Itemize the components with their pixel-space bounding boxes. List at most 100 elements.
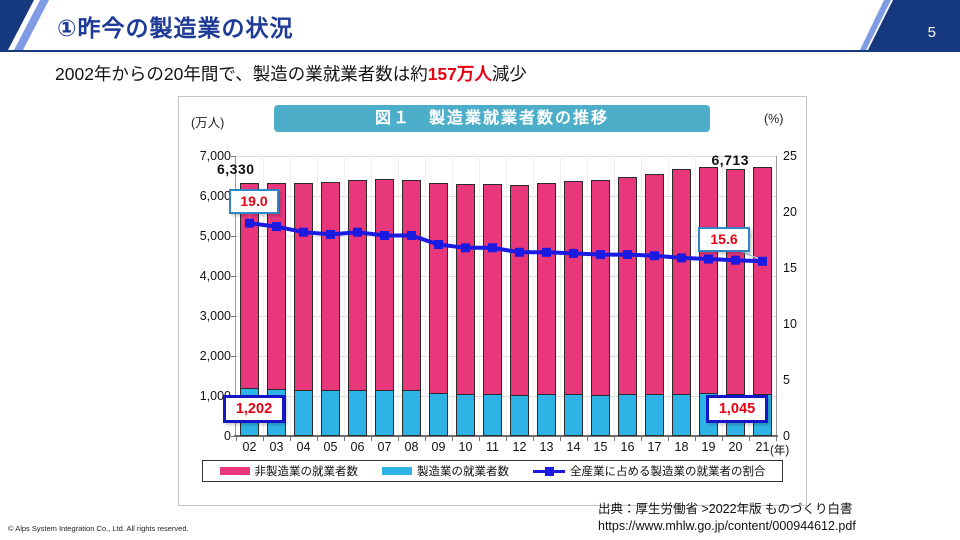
x-axis-tick-label: 08 (404, 440, 419, 454)
x-axis-tick-label: 02 (242, 440, 257, 454)
bar-segment-manufacturing (510, 394, 529, 436)
bar-segment-non-manufacturing (483, 184, 502, 395)
right-axis-unit: (%) (764, 112, 784, 126)
x-axis-tick-label: 12 (512, 440, 527, 454)
bar-segment-non-manufacturing (726, 168, 745, 395)
x-axis-tick (722, 437, 723, 441)
x-axis-tick (695, 437, 696, 441)
bar-segment-manufacturing (645, 393, 664, 436)
x-axis-tick-label: 05 (323, 440, 338, 454)
x-axis-tick (263, 437, 264, 441)
source-url-link[interactable]: https://www.mhlw.go.jp/content/000944612… (598, 518, 856, 533)
annotation-manufacturing-2002: 1,202 (223, 395, 285, 423)
bar-segment-non-manufacturing (672, 169, 691, 395)
x-axis-tick-label: 13 (539, 440, 554, 454)
x-axis-tick-label: 20 (728, 440, 743, 454)
x-axis-tick-label: 11 (486, 440, 499, 454)
subtitle: 2002年からの20年間で、製造の業就業者数は約157万人減少 (55, 61, 527, 86)
legend-bar-swatch (219, 467, 250, 475)
gridline-vertical (425, 156, 426, 436)
figure-1-chart: (万人) 図１ 製造業就業者数の推移 (%) 0 1,000 2,000 3,000 4… (178, 96, 807, 506)
x-axis-tick-label: 16 (620, 440, 635, 454)
legend-marker (545, 466, 554, 476)
bar-segment-manufacturing (456, 393, 475, 436)
subtitle-prefix: 2002年からの20年間で、製造の業就業者数は約 (55, 64, 428, 84)
left-axis-line (235, 156, 236, 437)
x-axis-tick (452, 437, 453, 441)
x-axis-tick (668, 437, 669, 441)
gridline-vertical (749, 156, 750, 436)
left-axis-tick-label: 5,000 (199, 229, 231, 243)
x-axis-tick-label: 09 (431, 440, 446, 454)
header-divider (0, 50, 960, 52)
bar-segment-non-manufacturing (645, 174, 664, 395)
x-axis-tick (479, 437, 480, 441)
x-axis-tick-label: 04 (296, 440, 311, 454)
x-axis-tick (506, 437, 507, 441)
gridline-vertical (668, 156, 669, 436)
bar-segment-non-manufacturing (753, 167, 772, 396)
left-axis-tick-label: 0 (224, 429, 231, 443)
bar-segment-manufacturing (672, 393, 691, 436)
plot-area (231, 156, 778, 441)
bar-segment-manufacturing (429, 392, 448, 436)
gridline-vertical (479, 156, 480, 436)
left-axis-tick-label: 7,000 (199, 149, 231, 163)
annotation-manufacturing-2021: 1,045 (706, 395, 768, 423)
x-axis-tick (290, 437, 291, 441)
bar-segment-non-manufacturing (375, 178, 394, 391)
chart-legend: 非製造業の就業者数 製造業の就業者数 全産業に占める製造業の就業者の割合 (202, 460, 783, 482)
annotation-share-2002: 19.0 (229, 189, 279, 214)
bar-segment-non-manufacturing (591, 179, 610, 396)
bar-segment-non-manufacturing (267, 183, 286, 390)
source-text: 出典：厚生労働省 >2022年版 ものづくり白書 (598, 502, 853, 516)
copyright: © Alps System Integration Co., Ltd. All … (8, 524, 189, 533)
x-axis-tick (344, 437, 345, 441)
bar-segment-non-manufacturing (699, 167, 718, 395)
x-axis-tick (425, 437, 426, 441)
left-axis-tick-label: 6,000 (199, 189, 231, 203)
y-axis-tick (231, 356, 236, 357)
legend-item: 非製造業の就業者数 (219, 463, 359, 479)
legend-label: 非製造業の就業者数 (254, 466, 359, 478)
page-number: 5 (927, 24, 936, 41)
bar-segment-manufacturing (402, 390, 421, 436)
x-axis-tick-label: 07 (377, 440, 392, 454)
x-axis-tick (371, 437, 372, 441)
header: ①昨今の製造業の状況 5 (0, 0, 960, 52)
bar-segment-non-manufacturing (618, 177, 637, 396)
x-axis-tick-label: 10 (458, 440, 473, 454)
gridline-vertical (560, 156, 561, 436)
annotation-total-2021: 6,713 (711, 152, 749, 168)
legend-line-swatch (533, 466, 565, 476)
y-axis-tick (231, 236, 236, 237)
legend-item: 全産業に占める製造業の就業者の割合 (533, 463, 766, 479)
right-axis-tick-label: 25 (783, 149, 797, 163)
gridline-vertical (506, 156, 507, 436)
legend-label: 製造業の就業者数 (417, 466, 509, 478)
x-axis-tick-label: 03 (269, 440, 284, 454)
gridline-vertical (371, 156, 372, 436)
bar-segment-non-manufacturing (348, 180, 367, 391)
gridline-vertical (317, 156, 318, 436)
legend-item: 製造業の就業者数 (382, 463, 509, 479)
right-axis-tick-label: 20 (783, 205, 797, 219)
bar-segment-non-manufacturing (564, 181, 583, 396)
legend-bar-swatch (382, 467, 412, 475)
bar-segment-non-manufacturing (429, 183, 448, 394)
right-axis-tick-label: 0 (783, 429, 790, 443)
x-axis-tick-label: 18 (674, 440, 689, 454)
left-axis-tick-label: 2,000 (199, 349, 231, 363)
x-axis-tick-label: 15 (593, 440, 608, 454)
x-axis-tick-label: 17 (647, 440, 662, 454)
gridline-vertical (614, 156, 615, 436)
annotation-share-2021: 15.6 (698, 227, 750, 252)
subtitle-highlight: 157万人 (427, 64, 492, 84)
gridline-vertical (587, 156, 588, 436)
bar-segment-manufacturing (321, 390, 340, 436)
y-axis-tick (231, 436, 236, 437)
right-axis-tick-label: 5 (783, 373, 790, 387)
x-axis-tick-label: 19 (701, 440, 716, 454)
x-axis-unit: (年) (770, 445, 790, 457)
x-axis-tick (398, 437, 399, 441)
